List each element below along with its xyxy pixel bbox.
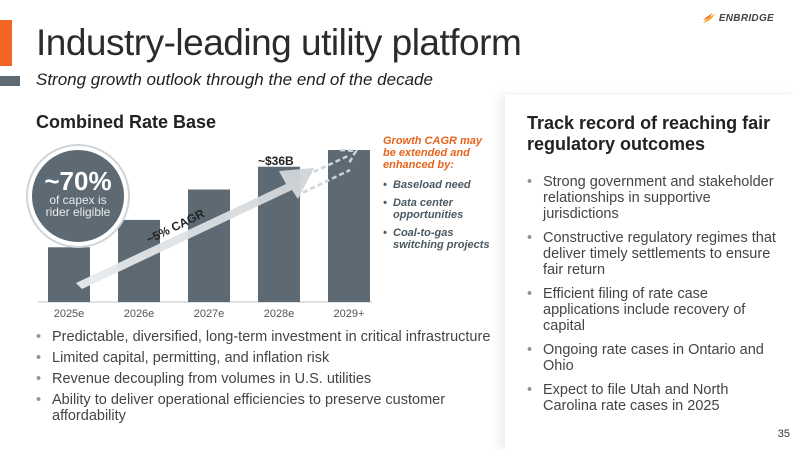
list-item: Ability to deliver operational efficienc… [36,392,498,424]
list-item: Ongoing rate cases in Ontario and Ohio [527,342,777,374]
left-bullet-list: Predictable, diversified, long-term inve… [36,329,498,429]
x-tick-label: 2027e [194,308,225,320]
growth-arrow [76,168,314,289]
list-item: Expect to file Utah and North Carolina r… [527,382,777,414]
rate-base-chart: 2025e 2026e 2027e 2028e 2029+ [38,148,372,320]
bar-2027e [188,189,230,302]
enbridge-logo: ENBRIDGE [702,12,774,24]
list-item: Constructive regulatory regimes that del… [527,230,777,278]
growth-note-heading: Growth CAGR may be extended and enhanced… [383,135,483,171]
list-item: Revenue decoupling from volumes in U.S. … [36,371,498,387]
growth-note-item: Data center opportunities [383,197,493,221]
list-item: Efficient filing of rate case applicatio… [527,286,777,334]
bar-2029+ [328,150,370,302]
page-subtitle: Strong growth outlook through the end of… [36,70,433,89]
dashed-extension-arrows [291,148,359,198]
list-item: Predictable, diversified, long-term inve… [36,329,498,345]
page-title: Industry-leading utility platform [36,22,522,63]
bar-2025e [48,247,90,302]
list-item: Limited capital, permitting, and inflati… [36,350,498,366]
accent-bar [0,20,12,66]
badge-line-2: rider eligible [45,205,111,219]
growth-note: Growth CAGR may be extended and enhanced… [383,135,493,257]
bar-annotation: ~$36B [258,154,294,168]
capex-rider-badge: ~70% of capex is rider eligible [28,146,128,246]
list-item: Strong government and stakeholder relati… [527,174,777,222]
badge-line-1: of capex is [49,193,107,207]
rate-base-title: Combined Rate Base [36,112,217,132]
right-bullet-list: Strong government and stakeholder relati… [527,174,777,422]
badge-value: ~70% [44,166,112,196]
page-number: 35 [777,428,790,440]
subtitle-bar [0,76,20,86]
growth-note-item: Coal-to-gas switching projects [383,227,493,251]
growth-note-item: Baseload need [383,179,493,191]
x-tick-label: 2025e [54,308,85,320]
growth-note-list: Baseload need Data center opportunities … [383,179,493,251]
regulatory-title: Track record of reaching fair regulatory… [527,113,771,154]
flame-icon [702,13,715,23]
x-tick-label: 2028e [264,308,295,320]
x-tick-label: 2029+ [334,308,365,320]
x-tick-label: 2026e [124,308,155,320]
logo-text: ENBRIDGE [718,12,774,24]
